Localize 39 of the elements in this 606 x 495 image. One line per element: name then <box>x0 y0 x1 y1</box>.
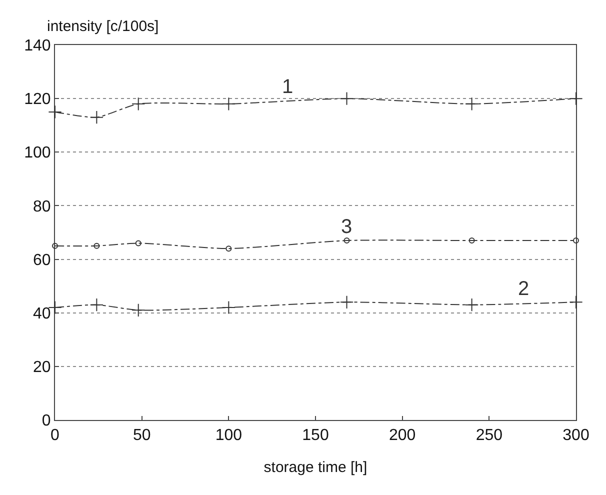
y-tick-label: 60 <box>33 252 51 269</box>
point <box>468 238 475 244</box>
y-tick-label: 80 <box>33 198 51 216</box>
point <box>465 298 479 312</box>
point <box>340 295 354 309</box>
x-tick-label: 150 <box>302 427 329 444</box>
x-tick-label: 300 <box>562 427 590 444</box>
point <box>569 92 583 106</box>
y-tick-label: 120 <box>24 91 51 108</box>
y-tick-label: 20 <box>33 359 51 376</box>
y-tick-label: 0 <box>42 412 51 430</box>
y-tick-label: 140 <box>24 38 51 55</box>
point <box>90 110 104 124</box>
point <box>52 242 58 249</box>
y-tick-label: 100 <box>24 144 51 162</box>
point <box>573 238 579 244</box>
point <box>90 298 104 312</box>
x-tick-label: 250 <box>476 427 503 444</box>
x-tick-label: 50 <box>132 427 151 444</box>
point <box>344 238 350 244</box>
point <box>48 105 62 119</box>
point <box>569 295 583 309</box>
y-tick-label: 40 <box>33 305 51 322</box>
point <box>132 303 146 317</box>
x-tick-label: 200 <box>388 427 416 444</box>
point <box>222 97 236 111</box>
point <box>94 242 100 249</box>
x-tick-label: 100 <box>215 427 242 444</box>
point <box>132 97 146 111</box>
series-label: 1 <box>282 76 294 98</box>
point <box>226 246 232 252</box>
y-axis-title: intensity [c/100s] <box>47 18 159 35</box>
series-label: 3 <box>341 216 352 238</box>
point <box>222 300 236 314</box>
point <box>465 97 479 111</box>
x-axis-title: storage time [h] <box>264 459 368 476</box>
series-label: 2 <box>518 278 530 300</box>
point <box>340 92 354 106</box>
point <box>135 240 142 246</box>
